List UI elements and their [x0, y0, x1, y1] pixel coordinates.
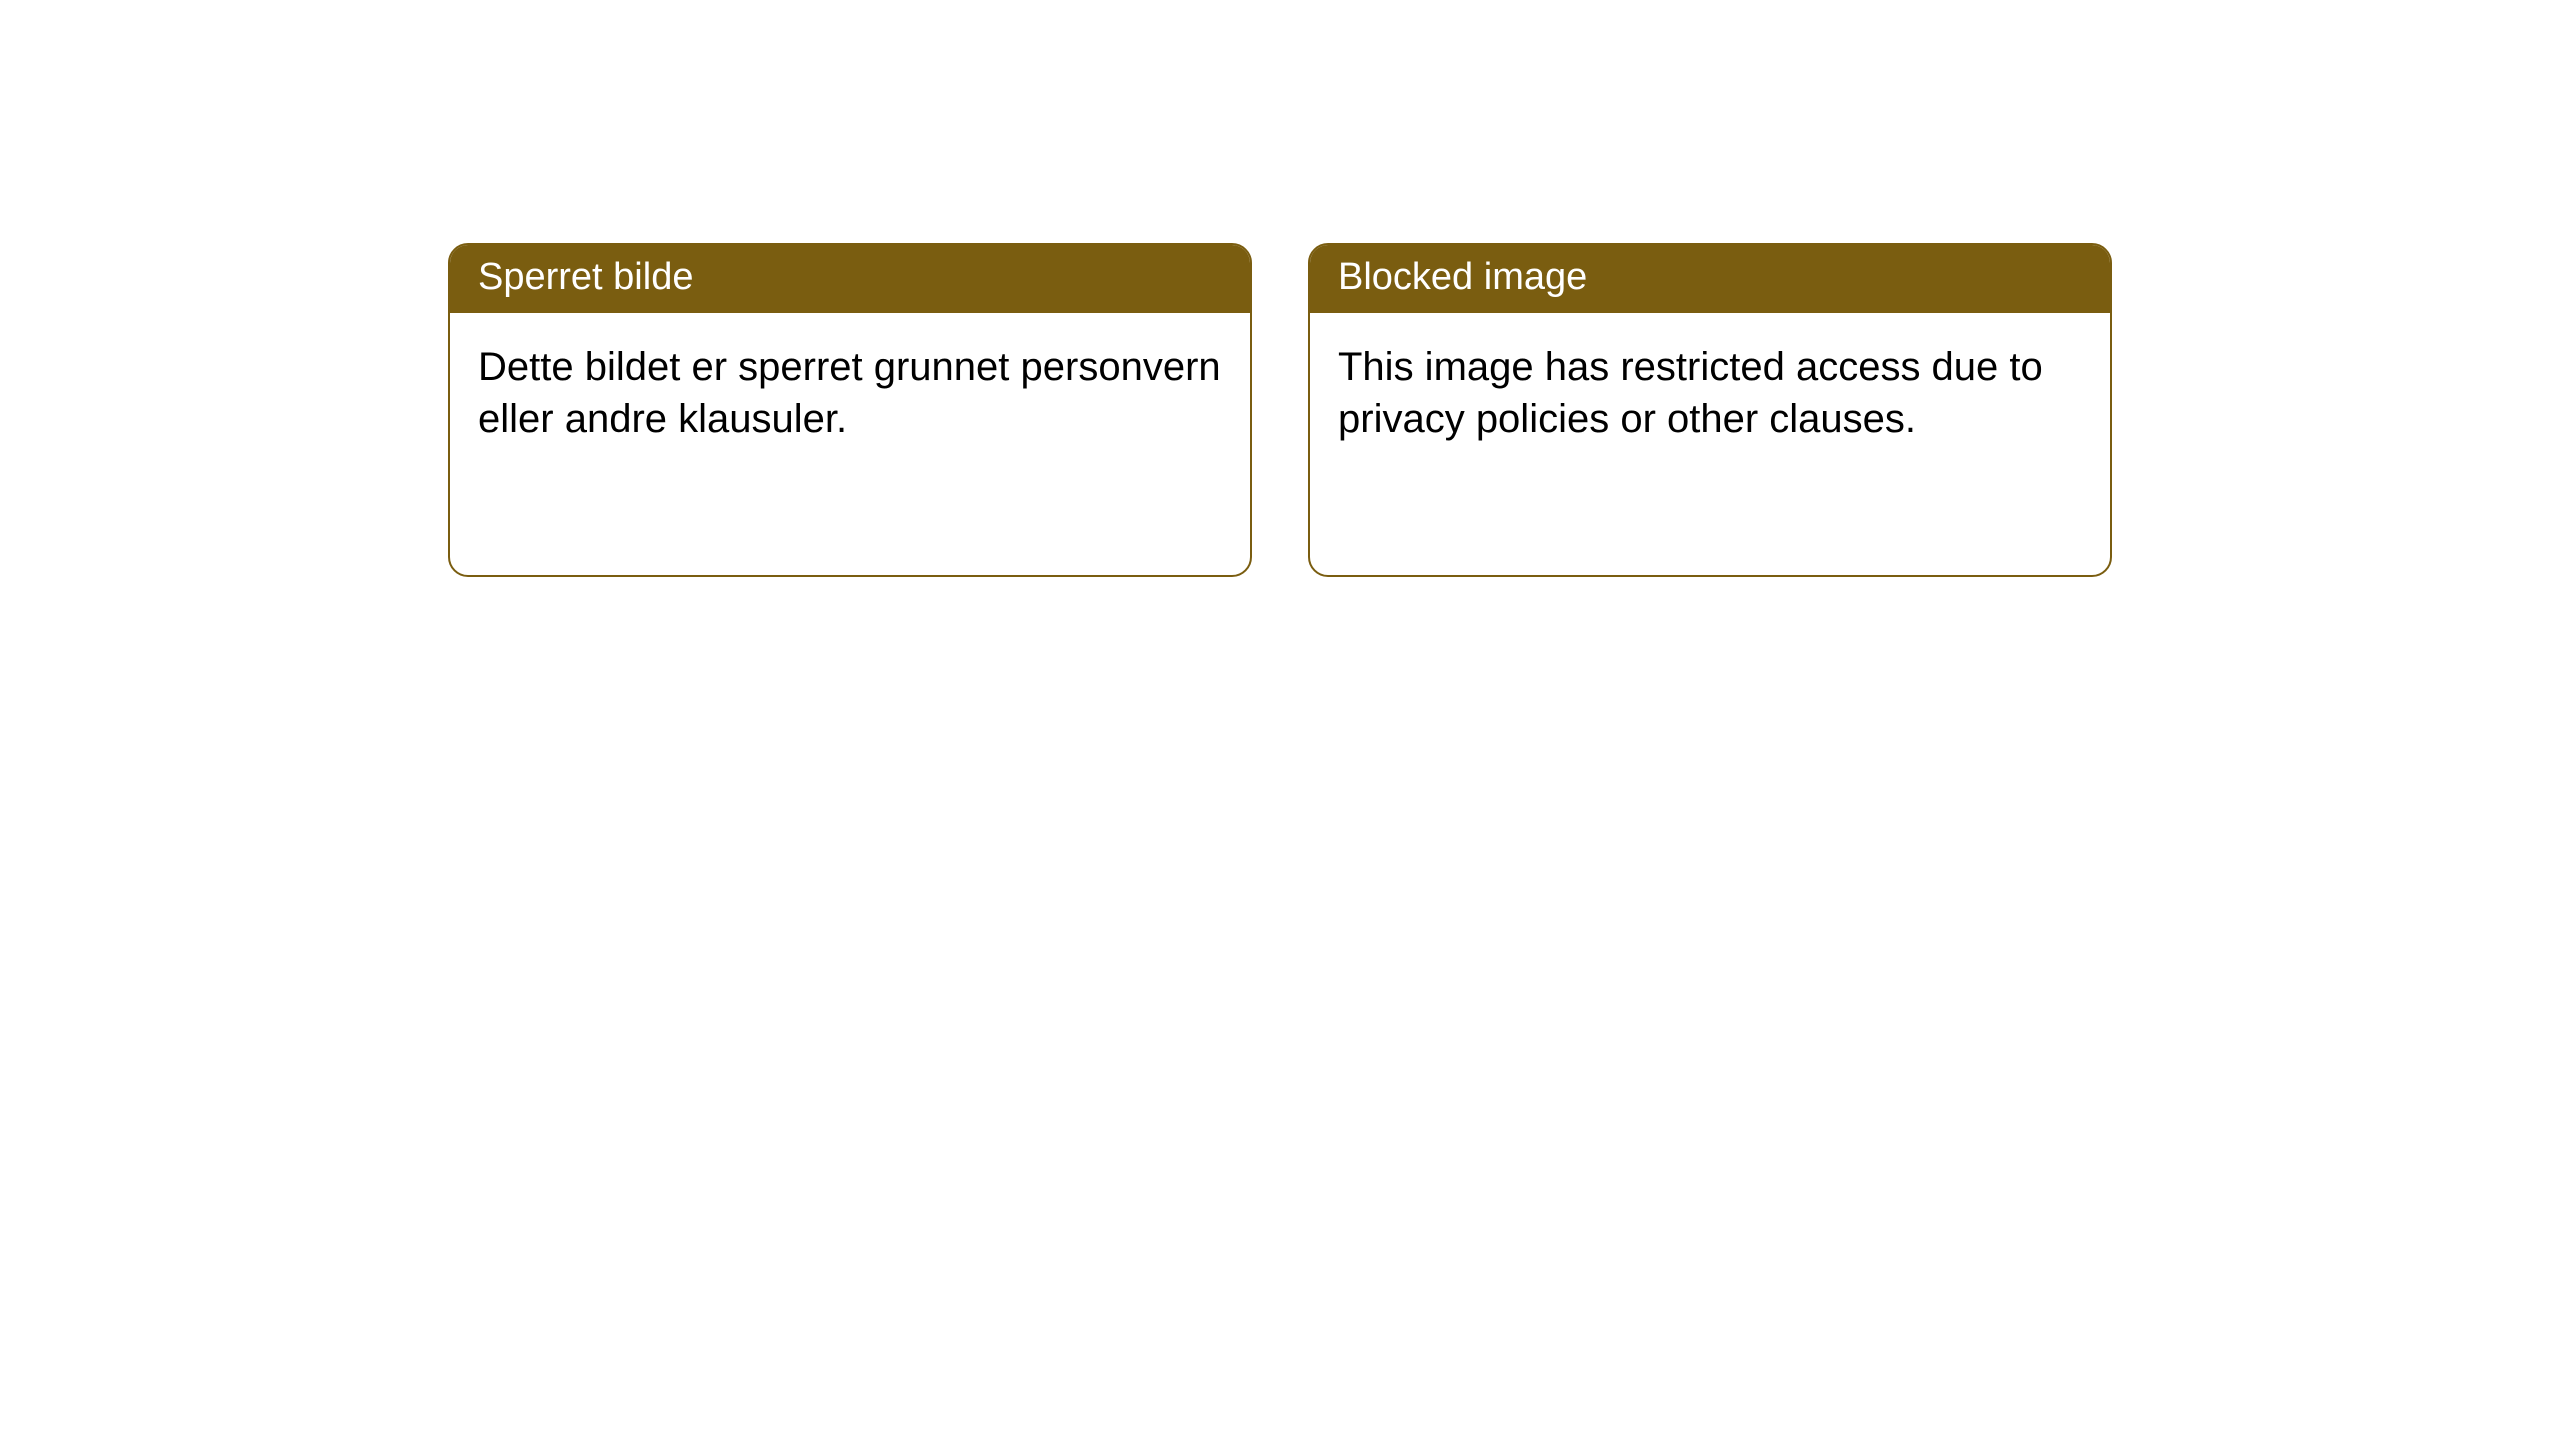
notice-container: Sperret bilde Dette bildet er sperret gr…: [448, 243, 2112, 577]
notice-card-norwegian: Sperret bilde Dette bildet er sperret gr…: [448, 243, 1252, 577]
card-header: Sperret bilde: [450, 245, 1250, 313]
card-header: Blocked image: [1310, 245, 2110, 313]
card-body: Dette bildet er sperret grunnet personve…: [450, 313, 1250, 475]
notice-card-english: Blocked image This image has restricted …: [1308, 243, 2112, 577]
card-body: This image has restricted access due to …: [1310, 313, 2110, 475]
